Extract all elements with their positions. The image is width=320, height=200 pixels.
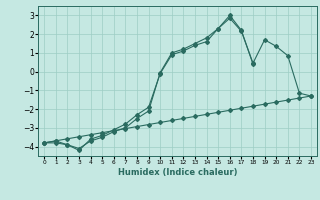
- X-axis label: Humidex (Indice chaleur): Humidex (Indice chaleur): [118, 168, 237, 177]
